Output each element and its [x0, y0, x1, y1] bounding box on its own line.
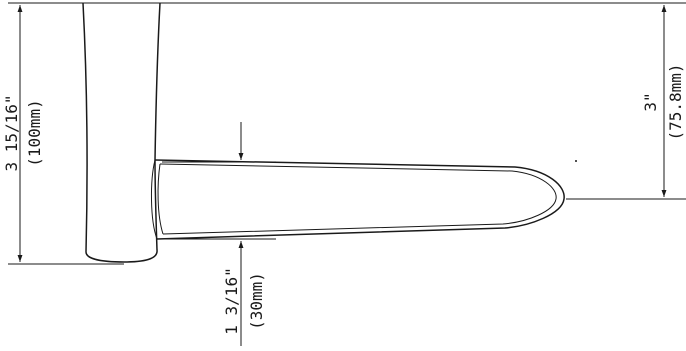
- handle-outline-inner: [159, 163, 557, 235]
- base-plate-outline: [82, 2, 161, 263]
- overall-height-imperial: 3 15/16": [2, 94, 21, 171]
- reference-dot: [575, 160, 577, 162]
- overall-height-metric: (100mm): [25, 99, 44, 166]
- thickness-imperial: 1 3/16": [222, 267, 241, 334]
- handle-neck: [150, 159, 158, 240]
- handle-neck-inner: [157, 163, 164, 235]
- handle-outline-outer: [154, 159, 565, 240]
- projection-imperial: 3": [641, 92, 660, 111]
- projection-metric: (75.8mm): [666, 63, 685, 140]
- thickness-metric: (30mm): [247, 272, 266, 330]
